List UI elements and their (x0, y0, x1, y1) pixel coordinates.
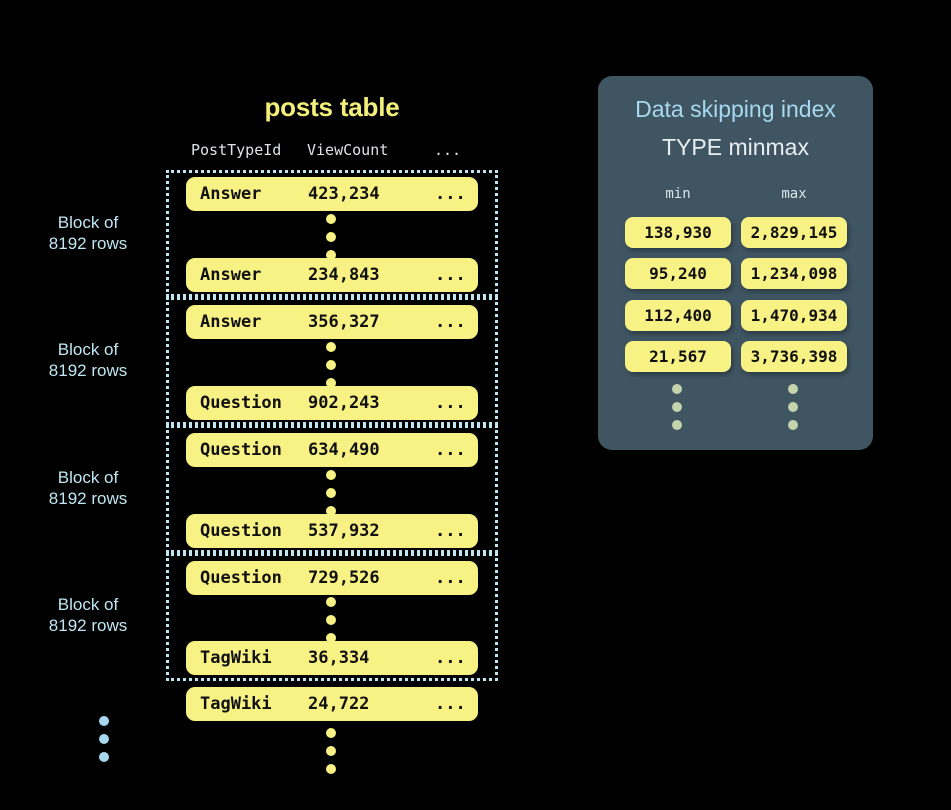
table-row: Question 902,243 ... (186, 386, 478, 420)
block-label-line2: 8192 rows (48, 361, 128, 380)
cell-posttypeid: TagWiki (200, 648, 272, 668)
table-row: Answer 423,234 ... (186, 177, 478, 211)
index-cell-max: 2,829,145 (741, 217, 847, 248)
index-column-header-min: min (665, 186, 691, 202)
table-row: Answer 356,327 ... (186, 305, 478, 339)
block-outline-1 (166, 170, 498, 297)
cell-posttypeid: Answer (200, 184, 262, 204)
cell-viewcount: 423,234 (308, 184, 380, 204)
cell-viewcount: 634,490 (308, 440, 380, 460)
cell-viewcount: 24,722 (308, 694, 370, 714)
cell-viewcount: 537,932 (308, 521, 380, 541)
index-cell-min: 112,400 (625, 300, 731, 331)
row-ellipsis-icon (326, 214, 338, 268)
row-ellipsis-icon (326, 597, 338, 651)
cell-posttypeid: Question (200, 568, 282, 588)
block-outline-4 (166, 553, 498, 681)
index-cell-max: 1,470,934 (741, 300, 847, 331)
column-headers: PostTypeId ViewCount ... (186, 141, 478, 161)
index-cell-max: 3,736,398 (741, 341, 847, 372)
index-min-ellipsis-icon (672, 384, 684, 438)
cell-more: ... (435, 440, 466, 460)
block-label-line1: Block of (57, 213, 119, 232)
column-header-viewcount: ViewCount (307, 141, 389, 159)
column-header-posttypeid: PostTypeId (191, 141, 282, 159)
index-panel-subtitle: TYPE minmax (662, 134, 809, 160)
table-row: TagWiki 24,722 ... (186, 687, 478, 721)
index-cell-min: 21,567 (625, 341, 731, 372)
cell-posttypeid: Answer (200, 265, 262, 285)
cell-posttypeid: Question (200, 521, 282, 541)
cell-posttypeid: Question (200, 440, 282, 460)
block-label-line2: 8192 rows (48, 234, 128, 253)
block-label-line2: 8192 rows (48, 616, 128, 635)
cell-more: ... (435, 521, 466, 541)
block-label-2: Block of 8192 rows (18, 339, 158, 381)
block-outline-2 (166, 297, 498, 425)
block-label-3: Block of 8192 rows (18, 467, 158, 509)
cell-more: ... (435, 648, 466, 668)
block-label-1: Block of 8192 rows (18, 212, 158, 254)
table-row: Question 537,932 ... (186, 514, 478, 548)
row-ellipsis-icon (326, 728, 338, 782)
column-header-more: ... (434, 141, 462, 159)
table-row: Question 729,526 ... (186, 561, 478, 595)
cell-more: ... (435, 312, 466, 332)
block-label-line1: Block of (57, 340, 119, 359)
cell-viewcount: 902,243 (308, 393, 380, 413)
cell-more: ... (435, 184, 466, 204)
block-label-line2: 8192 rows (48, 489, 128, 508)
index-panel-title: Data skipping index (635, 96, 836, 122)
block-label-4: Block of 8192 rows (18, 594, 158, 636)
block-label-line1: Block of (57, 468, 119, 487)
cell-viewcount: 729,526 (308, 568, 380, 588)
posts-table-title: posts table (264, 92, 400, 122)
cell-viewcount: 234,843 (308, 265, 380, 285)
index-cell-min: 138,930 (625, 217, 731, 248)
row-ellipsis-icon (326, 470, 338, 524)
block-outline-3 (166, 425, 498, 553)
posts-table-section: posts table PostTypeId ViewCount ... Blo… (18, 92, 498, 782)
row-ellipsis-icon (326, 342, 338, 396)
block-ellipsis-icon (99, 716, 111, 770)
table-row: TagWiki 36,334 ... (186, 641, 478, 675)
table-row: Question 634,490 ... (186, 433, 478, 467)
cell-posttypeid: Question (200, 393, 282, 413)
cell-posttypeid: Answer (200, 312, 262, 332)
block-label-line1: Block of (57, 595, 119, 614)
index-max-ellipsis-icon (788, 384, 800, 438)
cell-more: ... (435, 265, 466, 285)
cell-more: ... (435, 393, 466, 413)
cell-viewcount: 356,327 (308, 312, 380, 332)
data-skipping-index-panel: Data skipping index TYPE minmax min max … (598, 76, 873, 450)
index-cell-max: 1,234,098 (741, 258, 847, 289)
cell-viewcount: 36,334 (308, 648, 370, 668)
index-column-header-max: max (781, 186, 807, 202)
table-row: Answer 234,843 ... (186, 258, 478, 292)
cell-posttypeid: TagWiki (200, 694, 272, 714)
index-cell-min: 95,240 (625, 258, 731, 289)
cell-more: ... (435, 568, 466, 588)
cell-more: ... (435, 694, 466, 714)
